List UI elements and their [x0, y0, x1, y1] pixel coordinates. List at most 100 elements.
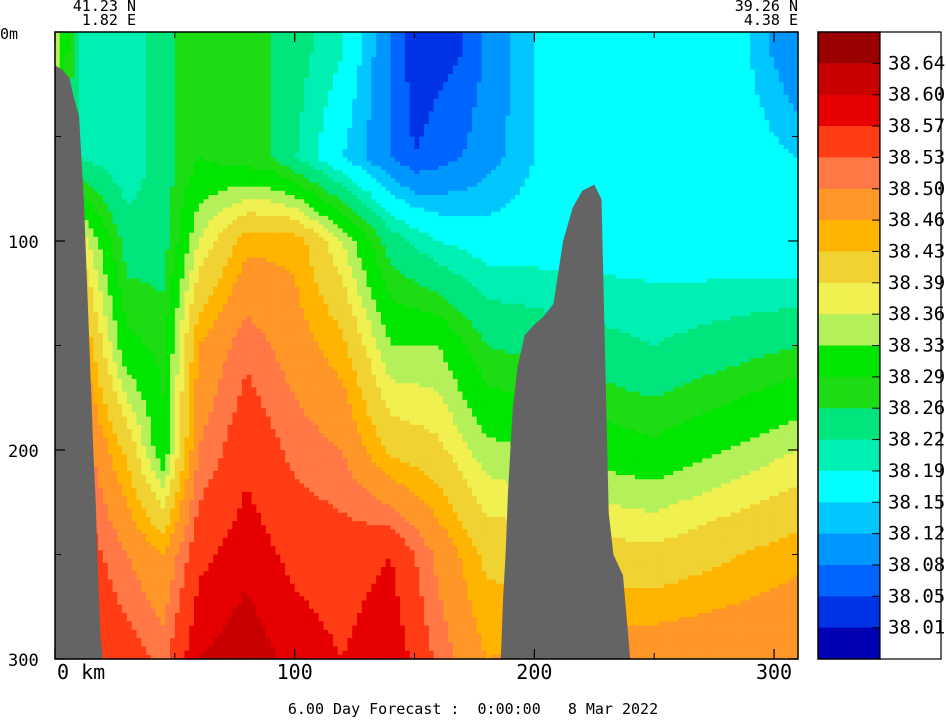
salinity-cell — [174, 445, 181, 451]
salinity-cell — [102, 646, 109, 652]
salinity-cell — [88, 215, 94, 221]
salinity-cell — [102, 558, 109, 564]
salinity-cell — [112, 362, 118, 367]
salinity-cell — [165, 575, 171, 581]
salinity-cell — [184, 345, 190, 351]
salinity-cell — [136, 98, 142, 104]
salinity-cell — [98, 629, 104, 635]
salinity-cell — [107, 324, 114, 330]
salinity-cell — [112, 61, 118, 67]
salinity-cell — [203, 303, 209, 309]
salinity-cell — [112, 587, 118, 593]
salinity-cell — [194, 123, 200, 129]
salinity-cell — [88, 378, 94, 384]
salinity-cell — [155, 224, 162, 230]
salinity-cell — [198, 454, 205, 459]
salinity-cell — [131, 69, 138, 75]
salinity-cell — [213, 107, 219, 113]
salinity-cell — [170, 337, 176, 342]
salinity-cell — [146, 224, 152, 230]
salinity-cell — [107, 374, 114, 380]
salinity-cell — [170, 236, 176, 242]
salinity-cell — [174, 132, 181, 138]
salinity-cell — [198, 299, 205, 305]
salinity-cell — [189, 475, 195, 480]
salinity-cell — [150, 608, 157, 614]
salinity-cell — [160, 341, 166, 347]
salinity-cell — [198, 424, 205, 430]
salinity-cell — [93, 224, 99, 230]
salinity-cell — [184, 115, 190, 121]
salinity-cell — [150, 587, 157, 593]
salinity-cell — [213, 65, 219, 71]
salinity-cell — [122, 245, 128, 250]
salinity-cell — [150, 454, 157, 459]
salinity-cell — [126, 103, 133, 108]
salinity-cell — [83, 98, 90, 104]
salinity-cell — [198, 132, 205, 138]
salinity-cell — [203, 328, 209, 334]
salinity-cell — [88, 353, 94, 359]
salinity-cell — [102, 450, 109, 455]
salinity-cell — [88, 232, 94, 238]
salinity-cell — [59, 57, 66, 62]
salinity-cell — [136, 487, 142, 493]
salinity-cell — [122, 587, 128, 593]
salinity-cell — [88, 299, 94, 305]
salinity-cell — [179, 383, 186, 388]
salinity-cell — [107, 149, 114, 154]
salinity-cell — [179, 245, 186, 250]
salinity-cell — [78, 153, 85, 158]
salinity-cell — [126, 366, 133, 372]
salinity-cell — [208, 441, 214, 447]
salinity-cell — [107, 579, 114, 585]
salinity-cell — [98, 617, 104, 622]
salinity-cell — [208, 504, 214, 510]
salinity-cell — [107, 541, 114, 547]
salinity-cell — [102, 353, 109, 359]
salinity-cell — [189, 391, 195, 397]
salinity-cell — [122, 441, 128, 447]
salinity-cell — [208, 613, 214, 618]
salinity-cell — [107, 174, 114, 179]
salinity-cell — [126, 215, 133, 221]
salinity-cell — [126, 412, 133, 418]
salinity-cell — [112, 278, 118, 284]
salinity-cell — [146, 475, 152, 480]
salinity-cell — [150, 554, 157, 560]
salinity-cell — [141, 600, 147, 606]
salinity-cell — [208, 412, 214, 418]
salinity-cell — [160, 232, 166, 238]
salinity-cell — [170, 558, 176, 564]
salinity-cell — [122, 115, 128, 121]
salinity-cell — [117, 483, 123, 489]
salinity-cell — [170, 215, 176, 221]
salinity-cell — [179, 366, 186, 372]
salinity-cell — [208, 424, 214, 430]
salinity-cell — [203, 554, 209, 560]
salinity-cell — [107, 420, 114, 426]
salinity-cell — [189, 140, 195, 146]
salinity-cell — [112, 600, 118, 606]
salinity-cell — [160, 270, 166, 276]
salinity-cell — [146, 370, 152, 376]
salinity-cell — [112, 199, 118, 204]
salinity-cell — [88, 128, 94, 133]
salinity-cell — [98, 157, 104, 163]
salinity-cell — [122, 157, 128, 163]
salinity-cell — [117, 571, 123, 576]
salinity-cell — [179, 608, 186, 614]
salinity-cell — [122, 337, 128, 342]
salinity-cell — [165, 123, 171, 129]
salinity-cell — [160, 370, 166, 376]
salinity-cell — [93, 433, 99, 439]
salinity-cell — [179, 73, 186, 79]
salinity-cell — [93, 500, 99, 505]
salinity-cell — [160, 575, 166, 581]
salinity-cell — [126, 286, 133, 292]
salinity-cell — [165, 525, 171, 531]
salinity-cell — [83, 90, 90, 96]
salinity-cell — [98, 86, 104, 92]
salinity-cell — [208, 353, 214, 359]
salinity-cell — [155, 249, 162, 255]
